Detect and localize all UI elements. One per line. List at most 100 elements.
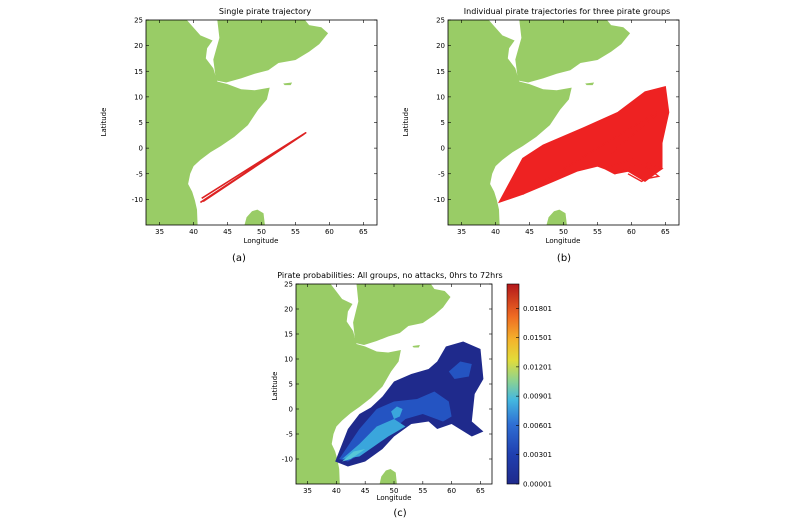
panel-c-contour-level (342, 419, 406, 459)
panel-b-ytick-label: -10 (434, 196, 445, 204)
panel-a-single-trajectory: Single pirate trajectory 35 40 45 50 55 60 65 … (100, 7, 378, 264)
panel-a-xtick-label: 40 (189, 228, 198, 236)
panel-b-xtick-label: 45 (525, 228, 534, 236)
colorbar-tick-label: 0.00301 (523, 451, 552, 459)
panel-b-ytick-label: -5 (438, 170, 445, 178)
panel-c-title: Pirate probabilities: All groups, no att… (277, 271, 502, 280)
colorbar-tick-label: 0.01201 (523, 363, 552, 371)
panel-c-ytick-label: -5 (286, 431, 293, 439)
panel-b-caption: (b) (557, 253, 571, 264)
panel-b-trajectory-line (604, 157, 664, 183)
panel-a-ytick-label: 20 (134, 42, 143, 50)
panel-c-caption: (c) (393, 508, 406, 519)
colorbar-ticks: 0.01801 0.01501 0.01201 0.00901 0.00601 0.003… (516, 305, 552, 489)
panel-b-africa-landmass (448, 20, 572, 225)
panel-b-ylabel: Latitude (402, 108, 410, 137)
panel-c-xtick-label: 55 (418, 487, 427, 495)
panel-c-ytick-label: 0 (289, 406, 293, 414)
panel-c-xtick-label: 35 (303, 487, 312, 495)
panel-b-trajectory-line (522, 106, 666, 195)
panel-a-arabia-landmass (213, 20, 377, 83)
panel-a-madagascar-landmass (244, 209, 265, 225)
panel-b-ytick-label: 10 (436, 93, 445, 101)
panel-c-xtick-label: 60 (447, 487, 456, 495)
colorbar-tick-label: 0.00001 (523, 481, 552, 489)
panel-c-probability-map: Pirate probabilities: All groups, no att… (271, 271, 552, 519)
panel-c-ytick-label: 15 (284, 331, 293, 339)
panel-b-ytick-label: 5 (441, 119, 445, 127)
panel-b-xtick-label: 35 (457, 228, 466, 236)
panel-c-socotra-island (412, 345, 420, 348)
panel-b-xtick-label: 60 (627, 228, 636, 236)
panel-b-ytick-label: 25 (436, 17, 445, 25)
panel-c-contour-level (342, 449, 366, 462)
panel-c-xtick-label: 40 (332, 487, 341, 495)
panel-c-madagascar-landmass (379, 469, 397, 484)
panel-a-ytick-label: 10 (134, 93, 143, 101)
panel-c-ytick-label: -10 (282, 456, 293, 464)
panel-a-ytick-label: 15 (134, 68, 143, 76)
panel-c-ytick-label: 5 (289, 381, 293, 389)
panel-a-caption: (a) (232, 253, 246, 264)
panel-a-ytick-label: 25 (134, 17, 143, 25)
panel-a-ytick-label: 0 (139, 145, 143, 153)
panel-b-xtick-label: 50 (559, 228, 568, 236)
panel-c-yticks: 25 20 15 10 5 0 -5 -10 (282, 281, 492, 464)
panel-a-africa-landmass (146, 20, 270, 225)
panel-c-arabia-landmass (353, 284, 492, 345)
panel-c-contours (335, 341, 484, 467)
panel-a-title: Single pirate trajectory (219, 7, 311, 16)
panel-a-yticks: 25 20 15 10 5 0 -5 -10 (132, 17, 377, 204)
panel-b-ytick-label: 20 (436, 42, 445, 50)
panel-a-xtick-label: 35 (155, 228, 164, 236)
colorbar-tick-label: 0.01501 (523, 334, 552, 342)
panel-a-xtick-label: 65 (359, 228, 368, 236)
panel-b-madagascar-landmass (546, 209, 567, 225)
panel-b-arabia-landmass (515, 20, 679, 83)
panel-b-trajectory-line (614, 162, 661, 180)
panel-a-trajectory-line (202, 133, 305, 203)
panel-a-land (146, 20, 377, 225)
panel-c-xtick-label: 65 (476, 487, 485, 495)
colorbar-tick-label: 0.01801 (523, 305, 552, 313)
panel-b-title: Individual pirate trajectories for three… (464, 7, 670, 16)
panel-c-land (296, 284, 492, 484)
panel-a-xtick-label: 50 (257, 228, 266, 236)
panel-c-xlabel: Longitude (377, 494, 412, 502)
panel-a-ytick-label: -10 (132, 196, 143, 204)
panel-a-ytick-label: 5 (139, 119, 143, 127)
colorbar-tick-label: 0.00901 (523, 393, 552, 401)
panel-b-ytick-label: 0 (441, 145, 445, 153)
panel-a-xticks: 35 40 45 50 55 60 65 (155, 20, 368, 236)
panel-b-xticks: 35 40 45 50 55 60 65 (457, 20, 670, 236)
panel-a-ytick-label: -5 (136, 170, 143, 178)
panel-c-ytick-label: 20 (284, 306, 293, 314)
panel-a-xlabel: Longitude (244, 237, 279, 245)
panel-a-series (199, 132, 307, 204)
panel-c-ylabel: Latitude (271, 372, 279, 401)
panel-b-xlabel: Longitude (546, 237, 581, 245)
panel-b-socotra-island (585, 82, 595, 86)
panel-b-xtick-label: 40 (491, 228, 500, 236)
panel-c-contour-level (391, 406, 403, 419)
panel-b-xtick-label: 65 (661, 228, 670, 236)
panel-b-ytick-label: 15 (436, 68, 445, 76)
panel-b-group-trajectories: Individual pirate trajectories for three… (402, 7, 680, 264)
panel-c-ytick-label: 10 (284, 356, 293, 364)
panel-c-xtick-label: 45 (361, 487, 370, 495)
panel-c-africa-landmass (296, 284, 401, 484)
panel-c-xtick-label: 50 (390, 487, 399, 495)
panel-b-yticks: 25 20 15 10 5 0 -5 -10 (434, 17, 679, 204)
panel-c-ytick-label: 25 (284, 281, 293, 289)
panel-c-xticks: 35 40 45 50 55 60 65 (303, 284, 485, 495)
panel-b-xtick-label: 55 (593, 228, 602, 236)
panel-a-ylabel: Latitude (100, 108, 108, 137)
panel-a-xtick-label: 55 (291, 228, 300, 236)
panel-a-xtick-label: 45 (223, 228, 232, 236)
panel-b-series (497, 85, 670, 204)
panel-b-land (448, 20, 679, 225)
panel-a-socotra-island (283, 82, 293, 86)
colorbar (506, 283, 520, 485)
panel-a-xtick-label: 60 (325, 228, 334, 236)
